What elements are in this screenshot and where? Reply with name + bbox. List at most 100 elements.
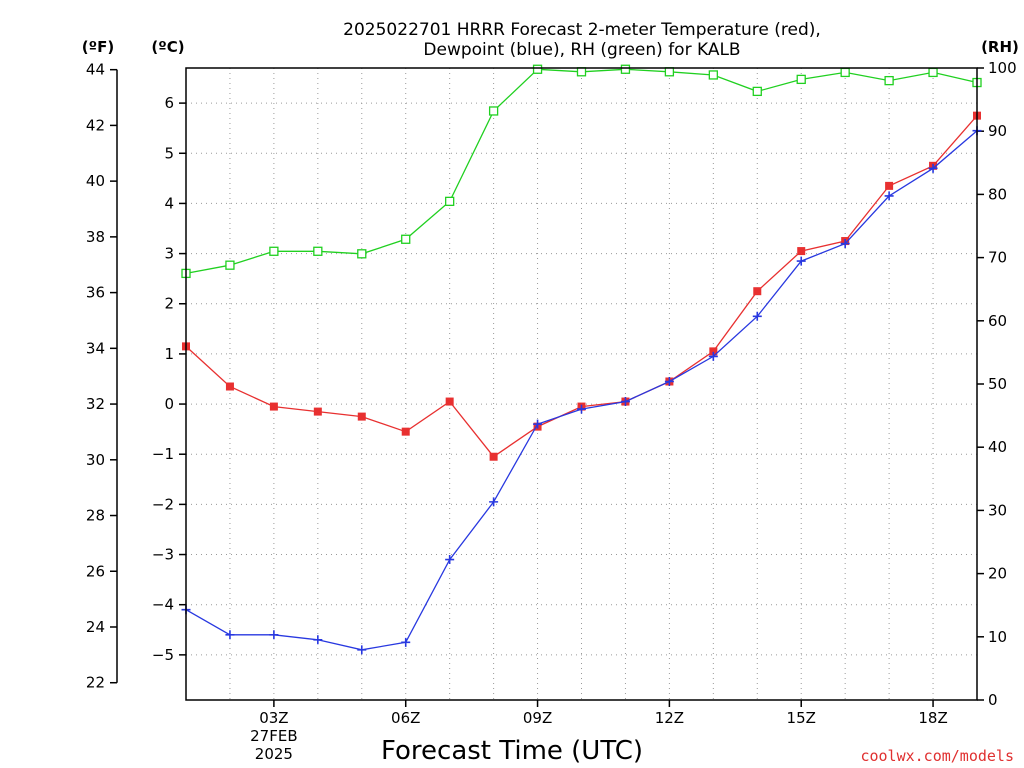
- plot-frame: [185, 67, 978, 701]
- x-tick-label: 09Z: [523, 709, 552, 727]
- dewpoint-point: [752, 311, 762, 321]
- rh-tick-label: 10: [988, 628, 1007, 646]
- rh-point: [840, 67, 850, 78]
- celsius-tick-label: 1: [164, 345, 174, 363]
- fahrenheit-tick-label: 30: [86, 451, 105, 469]
- grid-lines: [186, 68, 977, 700]
- rh-tick-label: 40: [988, 438, 1007, 456]
- dewpoint-point: [357, 645, 367, 655]
- celsius-tick-label: −1: [152, 445, 174, 463]
- celsius-tick-label: −2: [152, 495, 174, 513]
- rh-point: [532, 64, 543, 74]
- rh-tick-label: 70: [988, 249, 1007, 267]
- rh-line: [185, 68, 978, 275]
- rh-point: [796, 74, 806, 85]
- dewpoint-point: [269, 630, 279, 640]
- fahrenheit-tick-label: 28: [86, 507, 105, 525]
- celsius-tick-label: −3: [152, 546, 174, 564]
- celsius-unit-label: (ºC): [151, 38, 184, 56]
- temperature-point: [313, 407, 322, 416]
- rh-point: [401, 234, 411, 244]
- celsius-tick-label: −5: [152, 646, 174, 664]
- x-axis-title: Forecast Time (UTC): [381, 736, 643, 766]
- rh-unit-label: (RH): [981, 38, 1019, 56]
- rh-point: [708, 70, 718, 80]
- celsius-tick-label: 2: [164, 295, 174, 313]
- temperature-point: [269, 402, 278, 411]
- fahrenheit-tick-label: 44: [86, 61, 105, 79]
- data-series: [181, 64, 982, 655]
- dewpoint-series: [181, 126, 982, 655]
- temperature-point: [753, 287, 762, 296]
- fahrenheit-tick-label: 42: [86, 116, 105, 134]
- chart-title-line2: Dewpoint (blue), RH (green) for KALB: [423, 40, 740, 60]
- fahrenheit-tick-label: 40: [86, 172, 105, 190]
- dewpoint-point: [796, 256, 806, 266]
- temperature-point: [709, 347, 718, 356]
- dewpoint-point: [489, 497, 499, 507]
- x-tick-label: 15Z: [787, 709, 816, 727]
- temperature-point: [225, 382, 234, 391]
- rh-tick-label: 90: [988, 122, 1007, 140]
- dewpoint-point: [225, 630, 235, 640]
- dewpoint-point: [445, 555, 455, 565]
- temperature-point: [445, 397, 454, 406]
- rh-tick-label: 30: [988, 501, 1007, 519]
- rh-tick-label: 80: [988, 185, 1007, 203]
- temperature-point: [401, 427, 410, 436]
- axes: 222426283032343638404244−5−4−3−2−1012345…: [86, 59, 1017, 763]
- rh-tick-label: 60: [988, 312, 1007, 330]
- celsius-tick-label: 6: [164, 94, 174, 112]
- fahrenheit-tick-label: 32: [86, 395, 105, 413]
- temperature-point: [885, 181, 894, 190]
- dewpoint-point: [401, 637, 411, 647]
- rh-point: [884, 75, 894, 86]
- dewpoint-point: [840, 239, 850, 249]
- fahrenheit-tick-label: 34: [86, 339, 105, 357]
- temperature-point: [797, 247, 806, 256]
- dewpoint-point: [708, 351, 718, 361]
- rh-tick-label: 0: [988, 691, 998, 709]
- dewpoint-point: [928, 163, 938, 173]
- celsius-tick-label: 4: [164, 194, 174, 212]
- dewpoint-point: [664, 376, 674, 386]
- fahrenheit-unit-label: (ºF): [82, 38, 114, 56]
- celsius-tick-label: 3: [164, 245, 174, 263]
- rh-point: [576, 67, 587, 77]
- fahrenheit-tick-label: 38: [86, 228, 105, 246]
- rh-point: [488, 106, 499, 116]
- fahrenheit-tick-label: 36: [86, 284, 105, 302]
- temperature-point: [489, 452, 498, 461]
- dewpoint-point: [620, 397, 630, 407]
- rh-point: [313, 246, 323, 256]
- credit-text: coolwx.com/models: [860, 747, 1014, 765]
- temperature-point: [357, 412, 366, 421]
- fahrenheit-tick-label: 22: [86, 674, 105, 692]
- rh-point: [752, 86, 762, 97]
- rh-point: [225, 260, 235, 270]
- dewpoint-point: [533, 419, 543, 429]
- dewpoint-point: [577, 404, 586, 414]
- x-tick-label: 03Z: [259, 709, 288, 727]
- dewpoint-point: [313, 635, 323, 645]
- x-tick-sublabel: 2025: [255, 745, 293, 763]
- rh-point: [357, 249, 367, 259]
- dewpoint-point: [884, 191, 894, 201]
- x-tick-label: 12Z: [655, 709, 684, 727]
- celsius-tick-label: −4: [152, 596, 174, 614]
- fahrenheit-tick-label: 26: [86, 562, 105, 580]
- chart-title-line1: 2025022701 HRRR Forecast 2-meter Tempera…: [343, 20, 821, 40]
- rh-series: [181, 64, 982, 279]
- rh-tick-label: 100: [988, 59, 1017, 77]
- rh-tick-label: 20: [988, 565, 1007, 583]
- rh-point: [928, 67, 938, 78]
- fahrenheit-tick-label: 24: [86, 618, 105, 636]
- rh-point: [620, 64, 631, 74]
- rh-tick-label: 50: [988, 375, 1007, 393]
- celsius-tick-label: 0: [164, 395, 174, 413]
- x-tick-label: 18Z: [918, 709, 947, 727]
- rh-point: [664, 67, 675, 77]
- x-tick-label: 06Z: [391, 709, 420, 727]
- rh-point: [445, 196, 455, 207]
